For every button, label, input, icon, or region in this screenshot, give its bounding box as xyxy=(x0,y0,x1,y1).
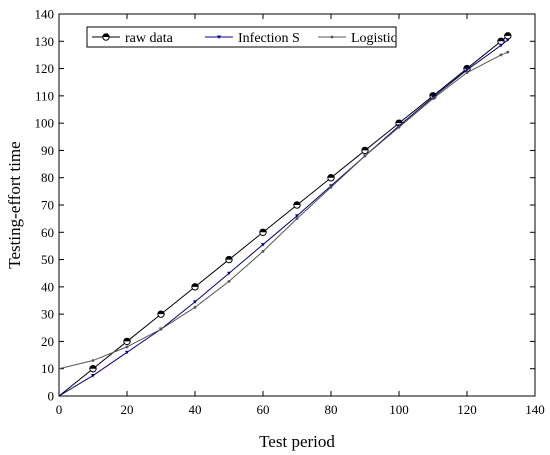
data-point-fill xyxy=(327,174,335,178)
data-point xyxy=(125,350,129,355)
y-tick-label: 100 xyxy=(35,116,55,131)
legend-label: Infection S xyxy=(238,31,300,46)
data-point-fill xyxy=(102,33,110,37)
data-point xyxy=(91,359,95,362)
y-tick-label: 50 xyxy=(41,252,54,267)
x-tick-label: 20 xyxy=(121,402,134,417)
data-point xyxy=(193,305,197,309)
y-tick-label: 30 xyxy=(41,307,54,322)
series-line xyxy=(58,51,508,370)
data-point xyxy=(295,217,299,221)
data-point xyxy=(465,68,469,72)
data-point xyxy=(159,327,163,331)
y-tick-label: 140 xyxy=(35,7,55,22)
data-point xyxy=(431,97,435,100)
data-point xyxy=(227,280,231,283)
x-tick-label: 40 xyxy=(189,402,202,417)
y-tick-label: 60 xyxy=(41,225,54,240)
y-tick-label: 80 xyxy=(41,170,54,185)
x-tick-label: 140 xyxy=(525,402,545,417)
y-tick-label: 70 xyxy=(41,198,54,213)
data-point xyxy=(330,35,334,39)
data-point xyxy=(193,300,197,304)
y-tick-label: 130 xyxy=(35,34,55,49)
data-point-fill xyxy=(504,32,511,36)
x-axis: 0 20 40 60 80 100 120 140 xyxy=(56,14,545,417)
data-point xyxy=(363,154,367,158)
data-point xyxy=(91,374,95,378)
x-tick-label: 0 xyxy=(56,402,63,417)
series-logistic xyxy=(58,50,510,370)
y-tick-label: 90 xyxy=(41,143,54,158)
x-tick-label: 100 xyxy=(389,402,409,417)
data-point-fill xyxy=(225,256,233,260)
x-tick-label: 60 xyxy=(257,402,270,417)
data-point xyxy=(465,71,469,75)
data-point xyxy=(295,214,299,218)
data-point xyxy=(217,35,221,39)
data-point-fill xyxy=(497,38,505,42)
data-point-fill xyxy=(123,338,131,342)
y-tick-label: 110 xyxy=(35,88,54,103)
data-point-fill xyxy=(395,119,403,124)
data-point-fill xyxy=(157,310,165,315)
data-point xyxy=(261,249,265,253)
y-tick-label: 40 xyxy=(41,279,54,294)
data-point-fill xyxy=(89,365,97,369)
data-point-fill xyxy=(463,65,471,69)
y-axis: 0 10 20 30 40 50 60 70 80 90 100 110 120 130 140 xyxy=(35,7,535,404)
data-point xyxy=(227,271,231,276)
legend-box xyxy=(86,26,397,48)
y-tick-label: 20 xyxy=(41,334,54,349)
y-tick-label: 0 xyxy=(48,389,55,404)
series-raw-data xyxy=(58,32,512,397)
legend-item-infection-s: Infection S xyxy=(205,31,300,46)
x-tick-label: 120 xyxy=(457,402,477,417)
data-point xyxy=(505,38,510,42)
y-axis-title: Testing-effort time xyxy=(5,141,24,268)
series-layer xyxy=(58,32,512,397)
data-point xyxy=(329,185,333,189)
data-point-fill xyxy=(293,201,301,205)
data-point xyxy=(506,50,510,54)
legend: raw data Infection S Logistic xyxy=(86,26,397,48)
x-tick-label: 80 xyxy=(325,402,338,417)
data-point-fill xyxy=(191,283,199,287)
data-point-fill xyxy=(259,229,267,233)
y-tick-label: 120 xyxy=(35,61,55,76)
legend-label: raw data xyxy=(125,31,174,46)
data-point-fill xyxy=(429,92,437,96)
legend-label: Logistic xyxy=(351,31,397,46)
data-point xyxy=(499,53,503,57)
data-point xyxy=(125,345,129,349)
data-point xyxy=(261,243,265,247)
data-point-fill xyxy=(361,147,369,151)
legend-item-logistic: Logistic xyxy=(318,31,397,46)
legend-item-raw-data: raw data xyxy=(92,31,174,46)
y-tick-label: 10 xyxy=(41,361,54,376)
data-point xyxy=(499,43,503,48)
x-axis-title: Test period xyxy=(259,432,335,451)
data-point xyxy=(397,125,401,129)
